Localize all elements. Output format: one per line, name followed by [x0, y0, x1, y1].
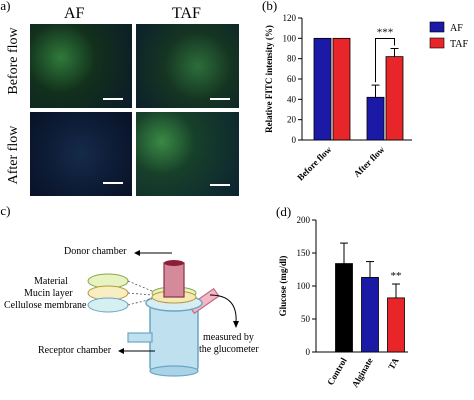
x-tick-label: Before flow: [295, 144, 334, 183]
label-material: Material: [34, 276, 68, 287]
micrograph-af-before: [30, 24, 132, 108]
leader-dashed: [127, 292, 153, 296]
y-tick-label: 20: [287, 115, 297, 125]
y-tick-label: 200: [297, 215, 311, 225]
y-tick-label: 0: [306, 347, 311, 357]
scale-bar: [210, 184, 230, 186]
y-tick-label: 100: [297, 281, 311, 291]
donor-chamber: [163, 262, 185, 298]
panel-a-label: (a): [0, 0, 11, 13]
receptor-arrow-head: [118, 348, 124, 354]
label-cellulose-membrane: Cellulose membrane: [4, 300, 87, 311]
disc-cellulose: [87, 297, 129, 313]
micrograph-taf-before: [136, 24, 239, 108]
legend-swatch: [429, 37, 445, 49]
y-tick-label: 0: [292, 135, 297, 145]
bar: [361, 277, 379, 353]
chart-b: 0 20 40 60 80 100 120 Relative FITC intensity (…: [264, 13, 469, 183]
row-label-before-flow: Before flow: [6, 27, 21, 95]
panel-c-label: (c): [0, 203, 11, 218]
label-the-glucometer: the glucometer: [199, 344, 259, 355]
x-tick-label: Control: [325, 356, 349, 387]
bar: [313, 37, 332, 141]
x-tick-label: Alginate: [350, 356, 375, 389]
label-donor-chamber: Donor chamber: [64, 246, 127, 257]
label-receptor-chamber: Receptor chamber: [38, 345, 112, 356]
y-tick-label: 40: [287, 94, 297, 104]
significance-label: ***: [377, 27, 394, 39]
scale-bar: [210, 98, 230, 100]
column-label-taf: TAF: [172, 5, 201, 22]
bar: [387, 297, 405, 353]
leader-dashed: [127, 298, 153, 306]
column-label-af: AF: [64, 5, 85, 22]
y-tick-label: 150: [297, 248, 311, 258]
legend-swatch: [429, 21, 445, 33]
significance-bracket: [375, 38, 395, 83]
donor-arrow-head: [134, 250, 140, 256]
label-measured-by: measured by: [203, 332, 254, 343]
legend-label: AF: [450, 23, 463, 34]
panel-d-label: (d): [276, 204, 292, 219]
y-tick-label: 120: [283, 13, 297, 23]
scale-bar: [103, 98, 123, 100]
glucometer-arrow: [209, 294, 237, 324]
glucometer-arrow-head: [233, 321, 239, 328]
x-tick-label: After flow: [352, 144, 387, 179]
chart-d: 0 50 100 150 200 Glucose (mg/dl) Control Algina…: [278, 215, 408, 389]
y-tick-label: 100: [283, 33, 297, 43]
y-axis-label: Relative FITC intensity (%): [264, 25, 274, 133]
donor-chamber-top: [164, 260, 184, 266]
label-mucin-layer: Mucin layer: [24, 288, 73, 299]
leader-dashed: [127, 280, 153, 292]
bar: [366, 96, 385, 141]
legend-label: TAF: [450, 39, 469, 50]
y-axis-label: Glucose (mg/dl): [278, 256, 288, 317]
side-arm-left: [127, 332, 153, 343]
receptor-chamber-base: [149, 365, 199, 377]
x-tick-label: TA: [386, 356, 401, 372]
bar: [385, 56, 404, 141]
receptor-chamber-body: [149, 304, 199, 372]
bar: [332, 37, 351, 141]
scale-bar: [103, 182, 123, 184]
significance-label: **: [391, 270, 402, 282]
y-tick-label: 80: [287, 54, 297, 64]
franz-cell-diagram: [87, 250, 239, 377]
micrograph-af-after: [30, 112, 132, 196]
y-tick-label: 60: [287, 74, 297, 84]
y-tick-label: 50: [301, 314, 311, 324]
micrograph-taf-after: [136, 112, 239, 196]
panel-b-label: (b): [262, 0, 278, 13]
bar: [335, 263, 353, 353]
row-label-after-flow: After flow: [6, 125, 21, 185]
